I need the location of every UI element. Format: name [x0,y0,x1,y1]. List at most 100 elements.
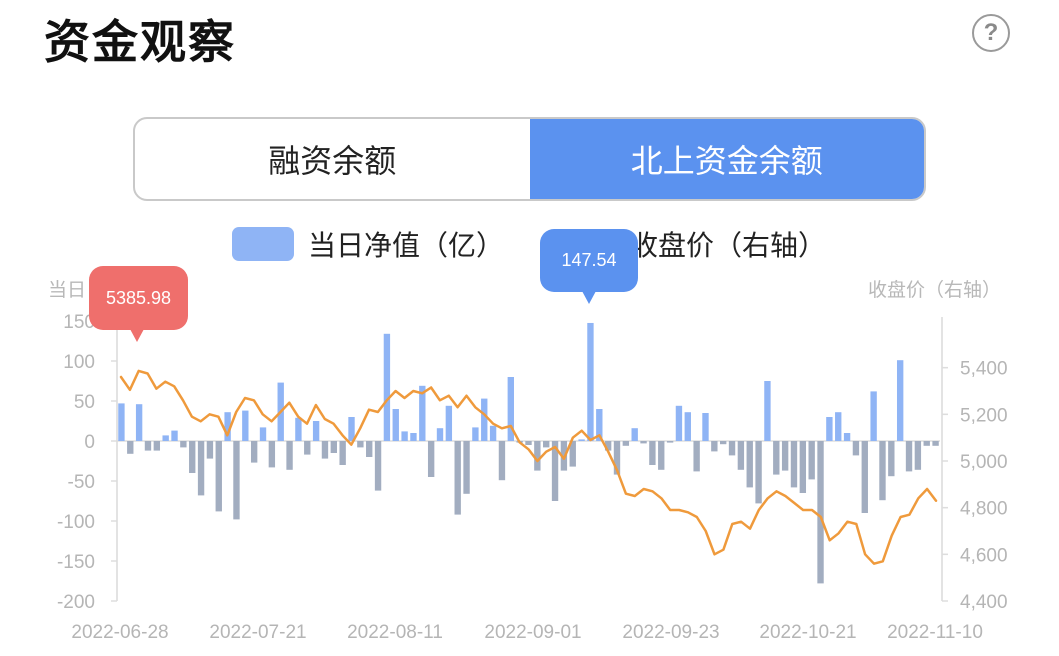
bar [534,441,541,471]
bar [720,441,727,445]
bar [755,441,762,504]
x-tick-label: 2022-11-10 [887,622,983,643]
bar [578,439,585,441]
left-tick-label: 100 [63,352,95,373]
bar [410,433,417,441]
bar [808,441,815,480]
bar [622,441,630,446]
bar [764,381,771,441]
bar [312,421,320,441]
right-tick-label: 5,200 [960,405,1008,426]
bar [321,441,329,459]
left-tick-label: -150 [57,552,95,573]
bar [233,441,240,520]
x-tick-label: 2022-09-23 [622,622,719,643]
right-tick-label: 4,800 [960,499,1008,520]
bar [870,391,877,441]
bar [702,413,709,441]
bar [383,333,391,441]
x-tick-label: 2022-07-21 [209,622,306,643]
close-price-line [119,369,938,565]
bar [427,441,435,477]
right-tick-label: 4,600 [960,545,1008,566]
bar [817,441,824,584]
bar [746,441,753,488]
left-axis-title: 当日 [48,279,87,301]
legend-bar-label[interactable]: 当日净值（亿） [308,229,505,262]
bar [861,441,868,513]
bar [436,428,444,441]
left-tick-label: -50 [68,472,95,493]
bar [587,322,594,441]
bar [286,441,293,470]
bar [896,360,904,441]
bar [304,441,311,455]
bar [631,428,638,441]
legend-bar-swatch[interactable] [232,227,294,261]
bar [144,441,152,451]
bar [737,441,745,470]
bar [905,441,913,472]
left-tick-label: 150 [63,312,95,333]
page-title: 资金观察 [44,15,236,69]
bar [923,441,930,446]
bar [330,441,337,453]
bar [799,441,807,493]
bar [472,427,479,441]
bar [543,441,550,448]
chart-legend: 当日净值（亿） 收盘价（右轴） [232,222,826,266]
bar [268,441,276,468]
bar [604,441,612,451]
tab-northbound-balance[interactable]: 北上资金余额 [529,119,924,199]
bar [454,441,461,515]
bar [357,441,364,448]
bar [675,405,683,441]
line-max-tooltip: 5385.98 [89,266,188,342]
bar [773,441,780,475]
bar [250,441,258,463]
bar [242,410,249,441]
bar [206,441,214,459]
right-axis-title: 收盘价（右轴） [867,279,1001,301]
left-tick-label: 50 [74,392,95,413]
left-tick-label: 0 [84,432,95,453]
bar [640,441,647,444]
help-icon[interactable]: ? [972,14,1010,52]
bar [596,409,603,441]
bar [127,441,134,454]
bar [835,412,842,441]
bar [189,441,196,473]
bar [888,441,895,477]
bar [171,430,178,441]
bar [259,427,267,441]
legend-line-item[interactable]: 收盘价（右轴） [574,224,826,264]
bar [135,404,143,441]
bar [728,441,736,456]
tab-bar: 融资余额 北上资金余额 [133,117,926,201]
bar [649,441,656,465]
bar [162,435,169,441]
x-tick-label: 2022-09-01 [484,622,581,643]
bar [914,441,922,470]
bar [843,433,851,441]
right-tick-label: 5,000 [960,452,1008,473]
legend-line-label: 收盘价（右轴） [630,229,827,262]
left-tick-label: -100 [57,512,95,533]
bar [711,441,718,452]
bar [498,441,506,481]
x-tick-label: 2022-08-11 [347,622,443,643]
bar [339,441,346,465]
bar [445,405,453,441]
bar-max-tooltip: 147.54 [540,229,638,304]
bar [224,412,231,441]
bar [197,441,205,496]
tab-margin-balance[interactable]: 融资余额 [268,142,397,180]
bar [180,441,187,448]
right-tick-label: 5,400 [960,359,1008,380]
bar [879,441,886,501]
bar [348,417,355,441]
bar [118,403,125,441]
x-tick-label: 2022-06-28 [71,622,168,643]
bar [366,441,373,457]
